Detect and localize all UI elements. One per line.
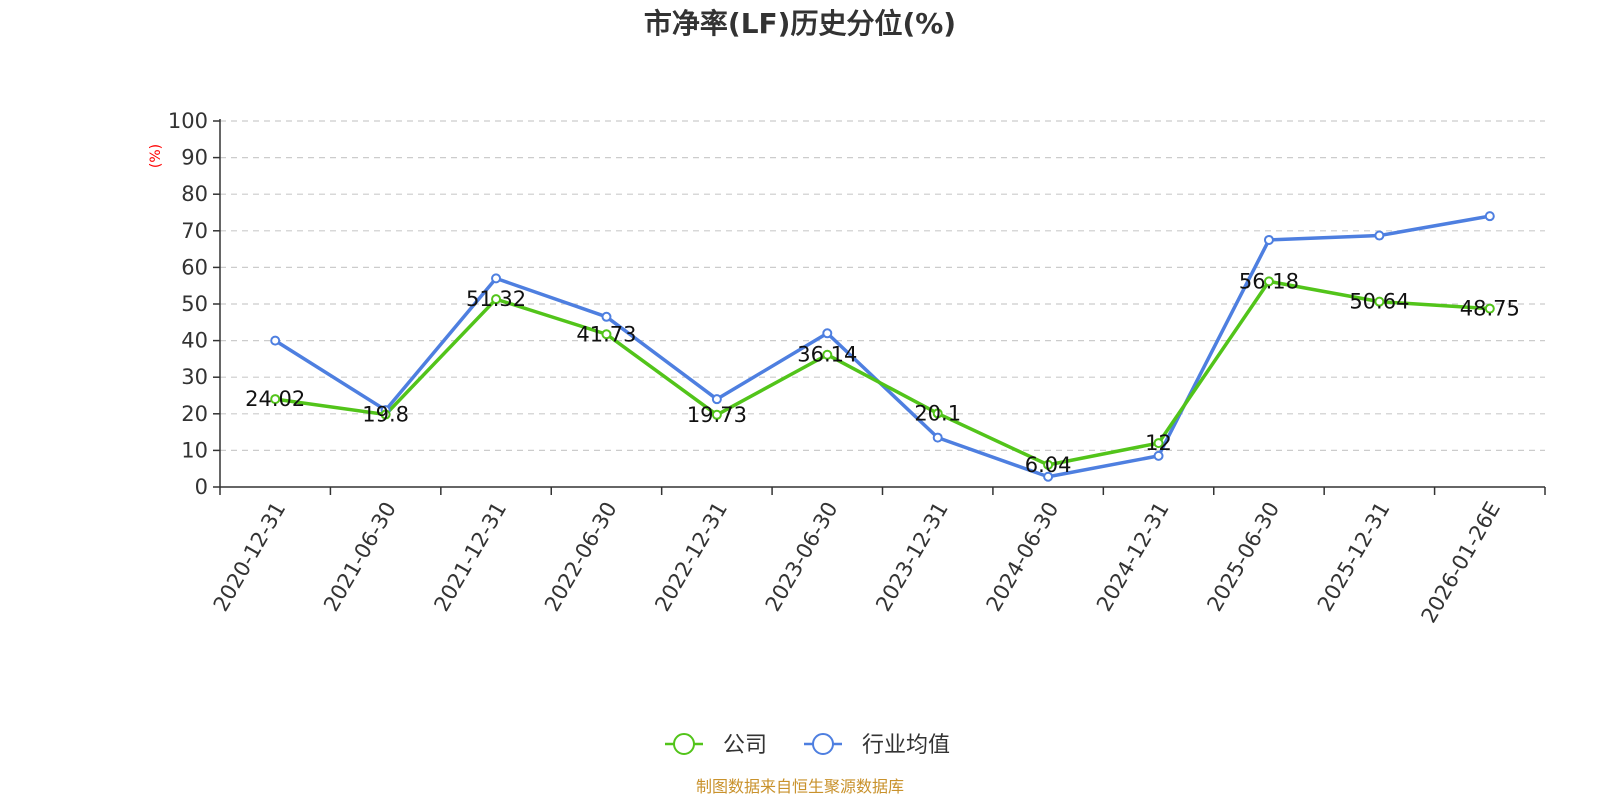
x-tick-label: 2026-01-26E bbox=[1417, 498, 1505, 627]
data-point bbox=[1484, 211, 1495, 222]
x-tick-label: 2021-06-30 bbox=[319, 498, 401, 616]
y-tick-label: 20 bbox=[181, 402, 208, 426]
y-tick-label: 60 bbox=[181, 255, 208, 279]
legend-item[interactable]: 行业均值 bbox=[804, 733, 950, 758]
data-label: 56.18 bbox=[1239, 269, 1299, 293]
x-tick-label: 2025-12-31 bbox=[1313, 498, 1395, 616]
data-point bbox=[822, 349, 833, 360]
data-label: 36.14 bbox=[797, 343, 857, 367]
x-tick-label: 2021-12-31 bbox=[429, 498, 511, 616]
y-tick-label: 70 bbox=[181, 219, 208, 243]
data-point bbox=[1043, 459, 1054, 470]
data-point bbox=[932, 408, 943, 419]
y-tick-label: 30 bbox=[181, 365, 208, 389]
data-label: 41.73 bbox=[576, 322, 636, 346]
y-tick-label: 90 bbox=[181, 146, 208, 170]
data-label: 51.32 bbox=[466, 287, 526, 311]
legend-marker bbox=[812, 733, 834, 755]
data-label: 19.73 bbox=[687, 403, 747, 427]
x-tick-label: 2022-12-31 bbox=[650, 498, 732, 616]
data-label: 6.04 bbox=[1025, 453, 1072, 477]
data-point bbox=[932, 432, 943, 443]
series-line-1 bbox=[274, 214, 1491, 479]
data-point bbox=[601, 311, 612, 322]
x-tick-label: 2024-12-31 bbox=[1092, 498, 1174, 616]
grid-lines bbox=[220, 120, 1545, 451]
data-point bbox=[711, 409, 722, 420]
x-tick-label: 2023-12-31 bbox=[871, 498, 953, 616]
data-label: 50.64 bbox=[1349, 290, 1409, 314]
x-tick-label: 2023-06-30 bbox=[761, 498, 843, 616]
data-point bbox=[601, 329, 612, 340]
x-tick-label: 2020-12-31 bbox=[209, 498, 291, 616]
y-tick-label: 0 bbox=[195, 475, 208, 499]
data-label: 24.02 bbox=[245, 387, 305, 411]
data-point bbox=[1153, 438, 1164, 449]
data-point bbox=[491, 273, 502, 284]
x-tick-label: 2025-06-30 bbox=[1202, 498, 1284, 616]
data-point bbox=[1263, 276, 1274, 287]
data-point bbox=[1484, 303, 1495, 314]
source-note: 制图数据来自恒生聚源数据库 bbox=[696, 777, 904, 796]
legend-marker bbox=[673, 733, 695, 755]
axes: 0 10 20 30 40 50 60 70 80 90 100 2020-12-31 2021-06-… bbox=[168, 109, 1546, 627]
data-point bbox=[270, 394, 281, 405]
data-point bbox=[1043, 471, 1054, 482]
legend-item[interactable]: 公司 bbox=[665, 733, 767, 758]
y-tick-label: 40 bbox=[181, 329, 208, 353]
data-label: 48.75 bbox=[1460, 297, 1520, 321]
data-point bbox=[1374, 230, 1385, 241]
series-line-0 bbox=[274, 279, 1490, 467]
legend-label: 行业均值 bbox=[862, 733, 950, 758]
y-tick-label: 80 bbox=[181, 182, 208, 206]
x-tick-label: 2024-06-30 bbox=[982, 498, 1064, 616]
chart-title: 市净率(LF)历史分位(%) bbox=[644, 7, 956, 40]
legend-label: 公司 bbox=[723, 733, 767, 758]
data-point bbox=[822, 328, 833, 339]
data-label: 19.8 bbox=[362, 403, 409, 427]
y-tick-label: 10 bbox=[181, 438, 208, 462]
data-labels: 24.02 19.8 51.32 41.73 19.73 36.14 20.1 6.04 12 5… bbox=[245, 269, 1520, 477]
data-point bbox=[711, 394, 722, 405]
y-tick-label: 50 bbox=[181, 292, 208, 316]
data-point bbox=[1374, 296, 1385, 307]
data-point bbox=[1263, 234, 1274, 245]
data-label: 20.1 bbox=[914, 401, 961, 425]
data-point bbox=[270, 335, 281, 346]
y-axis-unit: (%) bbox=[148, 144, 164, 168]
data-point bbox=[380, 409, 391, 420]
data-point bbox=[491, 294, 502, 305]
x-tick-label: 2022-06-30 bbox=[540, 498, 622, 616]
series-lines bbox=[270, 211, 1495, 482]
y-tick-label: 100 bbox=[168, 109, 208, 133]
data-label: 12 bbox=[1145, 431, 1172, 455]
data-point bbox=[1153, 450, 1164, 461]
legend[interactable]: 公司 行业均值 bbox=[665, 733, 950, 758]
